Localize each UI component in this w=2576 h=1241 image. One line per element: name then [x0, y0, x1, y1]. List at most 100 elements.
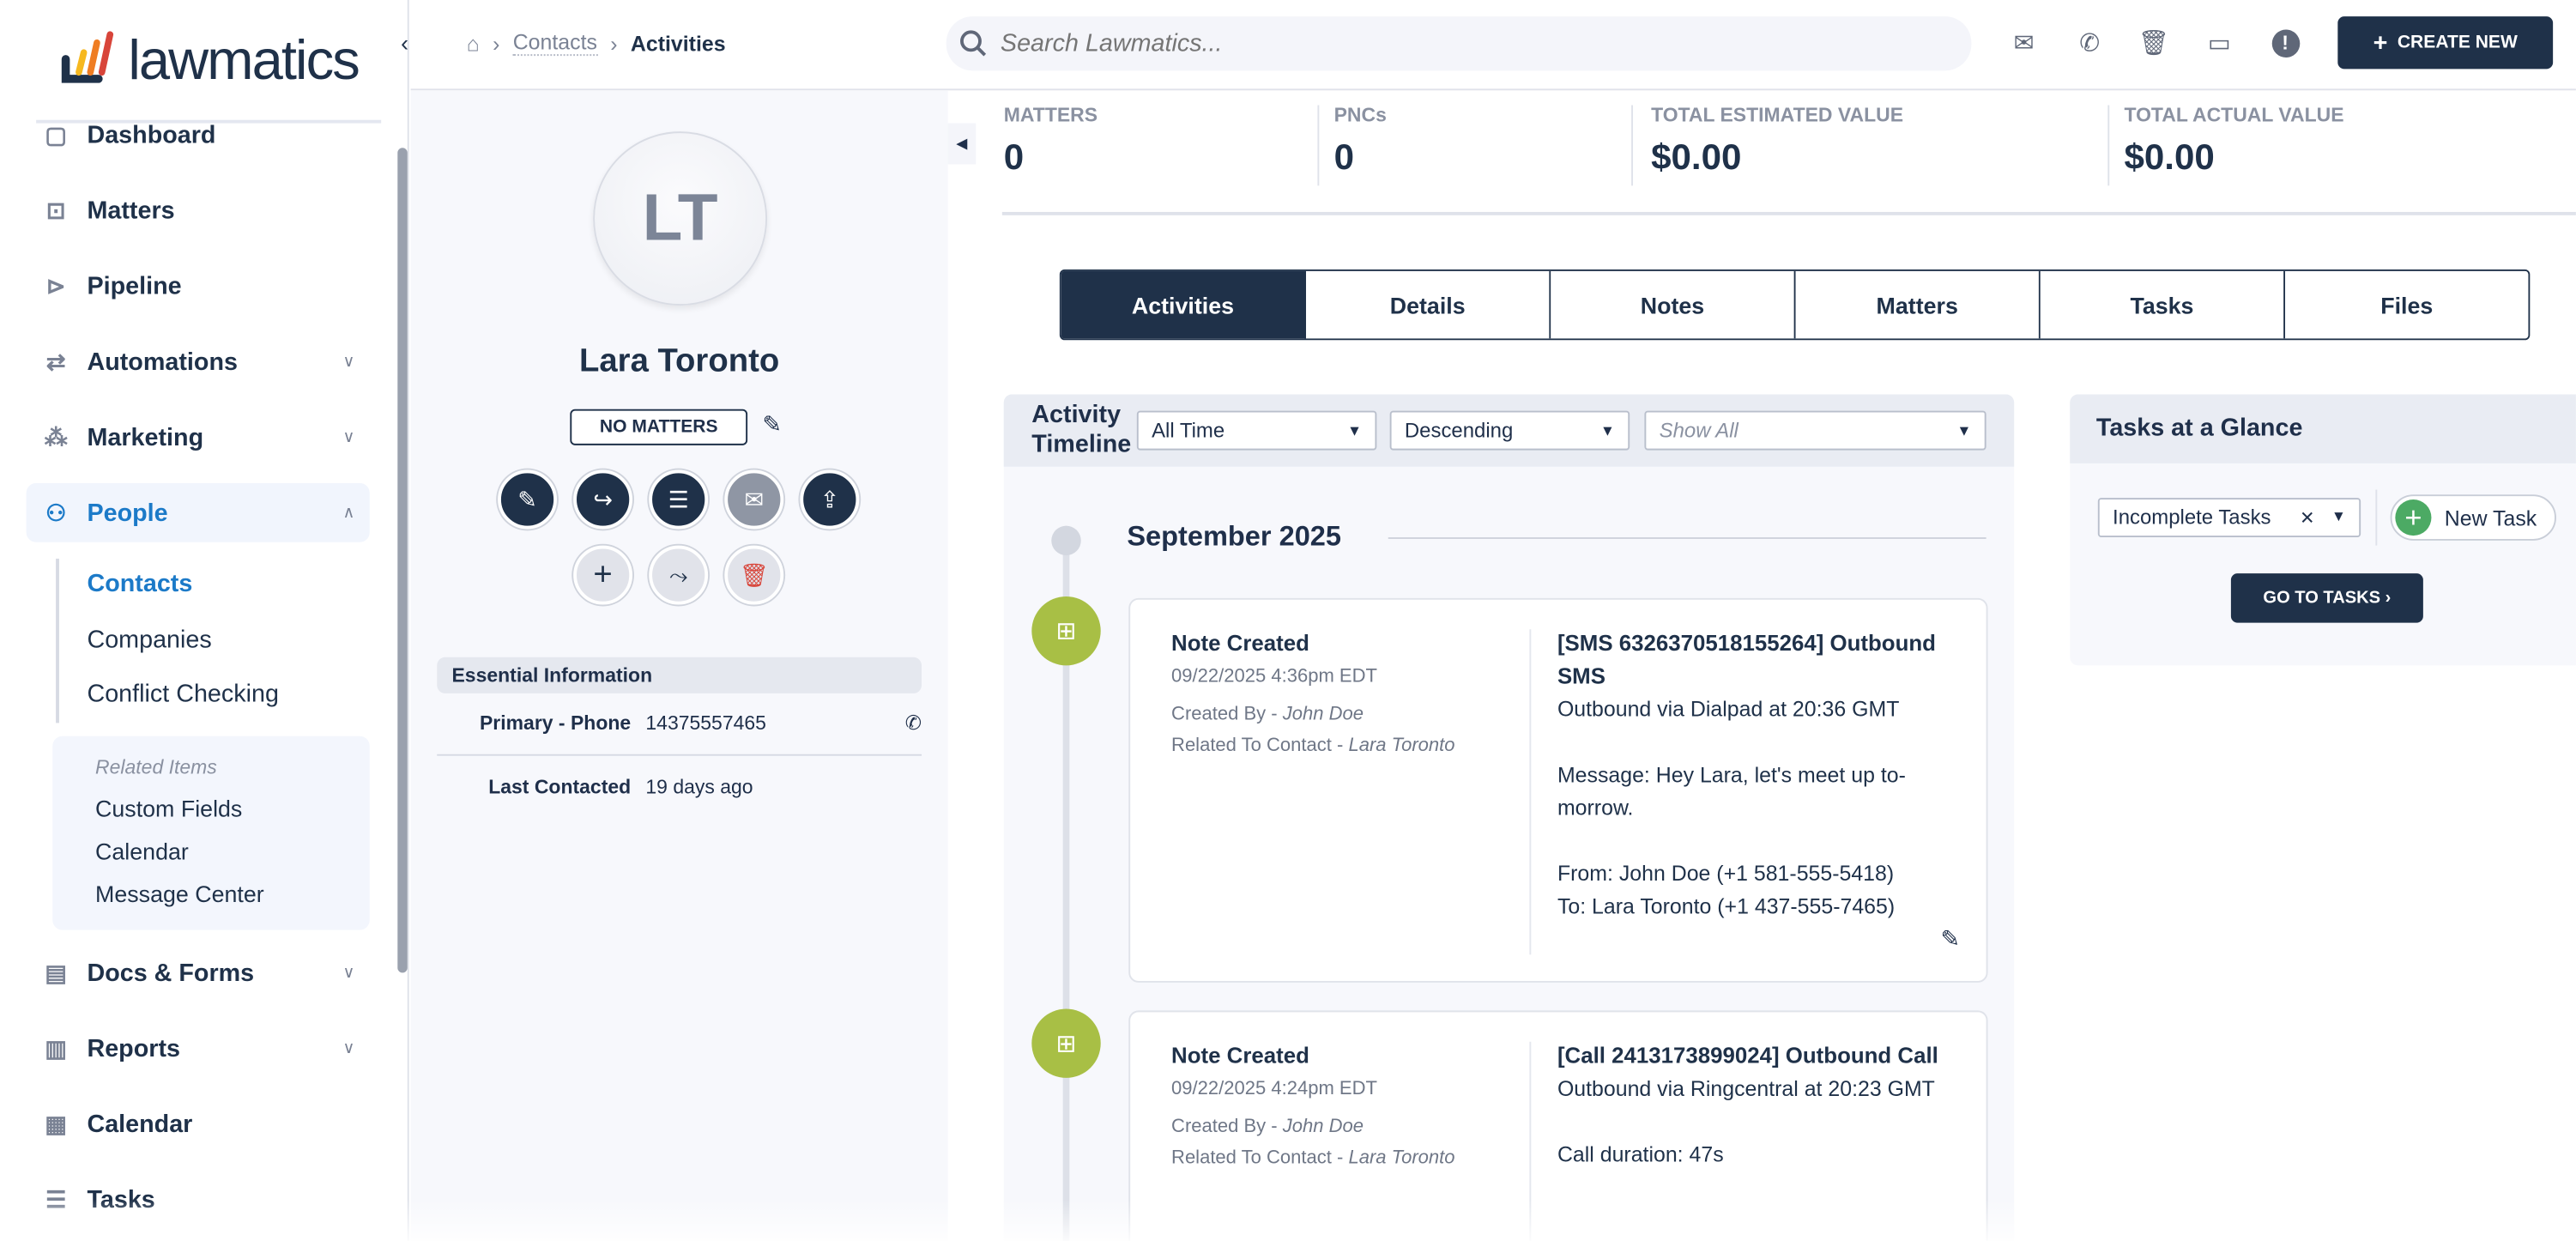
- last-contacted-row: Last Contacted 19 days ago: [437, 776, 753, 799]
- stat-label: TOTAL ACTUAL VALUE: [2124, 103, 2344, 127]
- avatar: LT: [593, 131, 768, 306]
- logo-mark-icon: [61, 31, 114, 83]
- sort-order-select[interactable]: Descending ▼: [1389, 410, 1630, 451]
- email-icon[interactable]: ✉: [2013, 29, 2035, 58]
- sidebar-item-companies[interactable]: Companies: [87, 626, 212, 654]
- divider: [1529, 1041, 1532, 1241]
- related-custom-fields[interactable]: Custom Fields: [95, 795, 243, 822]
- tasks-at-a-glance-panel: Tasks at a Glance Incomplete Tasks ✕ ▼ + …: [2070, 394, 2576, 666]
- phone-icon[interactable]: ✆: [2079, 29, 2101, 58]
- tab-matters[interactable]: Matters: [1795, 270, 2041, 339]
- sidebar-item-pipeline[interactable]: ⊳ Pipeline: [39, 269, 368, 302]
- submenu-line: [56, 558, 59, 723]
- document-icon: ▤: [45, 959, 67, 985]
- automations-icon: ⇄: [45, 347, 66, 374]
- nav-label: Pipeline: [87, 271, 182, 300]
- sidebar-item-docs-forms[interactable]: ▤ Docs & Forms ∨: [39, 956, 368, 989]
- activity-type: Note Created: [1171, 1043, 1309, 1068]
- message-icon[interactable]: ▭: [2207, 29, 2232, 58]
- sidebar-scrollbar[interactable]: [397, 148, 408, 973]
- sidebar-item-automations[interactable]: ⇄ Automations ∨: [39, 345, 368, 378]
- stat-pncs: PNCs 0: [1334, 104, 1387, 179]
- clear-icon[interactable]: ✕: [2300, 508, 2315, 529]
- forward-button[interactable]: ↪: [573, 469, 633, 530]
- home-icon[interactable]: ⌂: [466, 30, 480, 56]
- tab-files[interactable]: Files: [2285, 270, 2529, 339]
- stats-divider: [1001, 211, 2576, 215]
- matters-badge[interactable]: NO MATTERS: [570, 409, 748, 445]
- sidebar-item-marketing[interactable]: ⁂ Marketing ∨: [39, 421, 368, 453]
- bottom-fade: [0, 1199, 2576, 1241]
- created-by: John Doe: [1282, 1117, 1364, 1137]
- stat-matters: MATTERS 0: [1004, 104, 1098, 179]
- field-label: Last Contacted: [488, 775, 632, 799]
- nav-label: Dashboard: [87, 120, 216, 149]
- chevron-right-icon: ›: [610, 30, 618, 56]
- activity-card[interactable]: Note Created 09/22/2025 4:36pm EDT Creat…: [1128, 597, 1988, 983]
- sidebar-item-conflict-checking[interactable]: Conflict Checking: [87, 680, 279, 709]
- merge-button[interactable]: ⤳: [649, 545, 709, 605]
- related-contact[interactable]: Lara Toronto: [1348, 1148, 1455, 1169]
- nav-label: Automations: [87, 347, 238, 376]
- search-input[interactable]: [1000, 29, 1823, 58]
- activity-timeline-panel: Activity Timeline All Time ▼ Descending ▼ S…: [1003, 394, 2015, 1241]
- breadcrumb: ⌂ › Contacts › Activities: [466, 29, 726, 57]
- add-button[interactable]: +: [573, 545, 633, 605]
- go-to-tasks-button[interactable]: GO TO TASKS ›: [2230, 573, 2423, 623]
- create-new-label: CREATE NEW: [2397, 33, 2518, 53]
- time-range-select[interactable]: All Time ▼: [1136, 410, 1377, 451]
- task-filter-select[interactable]: Incomplete Tasks ✕ ▼: [2097, 498, 2361, 538]
- related-items-heading: Related Items: [95, 755, 217, 779]
- divider: [36, 119, 382, 124]
- list-button[interactable]: ☰: [649, 469, 709, 530]
- create-new-button[interactable]: + CREATE NEW: [2337, 16, 2554, 70]
- tab-tasks[interactable]: Tasks: [2040, 270, 2286, 339]
- tab-details[interactable]: Details: [1306, 270, 1551, 339]
- activity-datetime: 09/22/2025 4:36pm EDT: [1171, 667, 1377, 687]
- activity-body: Outbound via Ringcentral at 20:23 GMT Ca…: [1557, 1075, 1935, 1167]
- select-value: All Time: [1152, 419, 1225, 443]
- active-nav-highlight: [26, 482, 370, 542]
- tab-activities[interactable]: Activities: [1061, 270, 1307, 339]
- stat-total-actual: TOTAL ACTUAL VALUE $0.00: [2124, 104, 2343, 179]
- tab-notes[interactable]: Notes: [1551, 270, 1796, 339]
- call-icon[interactable]: ✆: [904, 711, 922, 735]
- breadcrumb-contacts[interactable]: Contacts: [512, 29, 597, 57]
- alert-icon[interactable]: !: [2269, 27, 2301, 59]
- phone-row: Primary - Phone 14375557465 ✆: [437, 711, 922, 735]
- collapse-sidebar-icon[interactable]: ‹: [401, 29, 409, 57]
- upload-button[interactable]: ⇪: [800, 469, 860, 530]
- nav-label: Calendar: [87, 1110, 193, 1138]
- delete-button[interactable]: 🗑: [724, 545, 784, 605]
- edit-pencil-icon[interactable]: ✎: [762, 410, 782, 438]
- sidebar-item-dashboard[interactable]: ▢ Dashboard: [39, 118, 368, 151]
- logo[interactable]: lawmatics: [59, 29, 360, 88]
- plus-icon: +: [2395, 499, 2432, 536]
- edit-pencil-icon[interactable]: ✎: [1940, 924, 1960, 952]
- divider: [2375, 489, 2378, 546]
- related-contact[interactable]: Lara Toronto: [1348, 736, 1455, 756]
- stat-value: $0.00: [2124, 136, 2215, 178]
- divider: [1631, 105, 1634, 186]
- sidebar-item-people[interactable]: ⚇ People ∧: [39, 496, 368, 529]
- email-button[interactable]: ✉: [724, 469, 784, 530]
- stat-value: 0: [1003, 136, 1025, 178]
- edit-contact-button[interactable]: ✎: [498, 469, 558, 530]
- trash-icon[interactable]: 🗑: [2138, 29, 2170, 58]
- sidebar-item-matters[interactable]: ⊡ Matters: [39, 194, 368, 227]
- collapse-panel-icon[interactable]: ◀: [947, 123, 977, 165]
- related-message-center[interactable]: Message Center: [95, 881, 264, 907]
- sidebar-item-contacts[interactable]: Contacts: [87, 570, 193, 598]
- people-icon: ⚇: [45, 499, 67, 525]
- related-calendar[interactable]: Calendar: [95, 838, 189, 865]
- activity-type-select[interactable]: Show All ▼: [1644, 410, 1986, 451]
- new-task-button[interactable]: + New Task: [2390, 494, 2556, 541]
- select-placeholder: Show All: [1659, 419, 1738, 443]
- timeline-line: [1062, 538, 1070, 1241]
- stat-label: TOTAL ESTIMATED VALUE: [1651, 103, 1904, 127]
- search-bar[interactable]: [946, 16, 1972, 71]
- sidebar: lawmatics ▢ Dashboard ⊡ Matters ⊳ Pipeline …: [0, 0, 409, 1241]
- chevron-down-icon: ∨: [342, 427, 355, 446]
- sidebar-item-reports[interactable]: ▥ Reports ∨: [39, 1032, 368, 1064]
- sidebar-item-calendar[interactable]: ▦ Calendar: [39, 1107, 368, 1140]
